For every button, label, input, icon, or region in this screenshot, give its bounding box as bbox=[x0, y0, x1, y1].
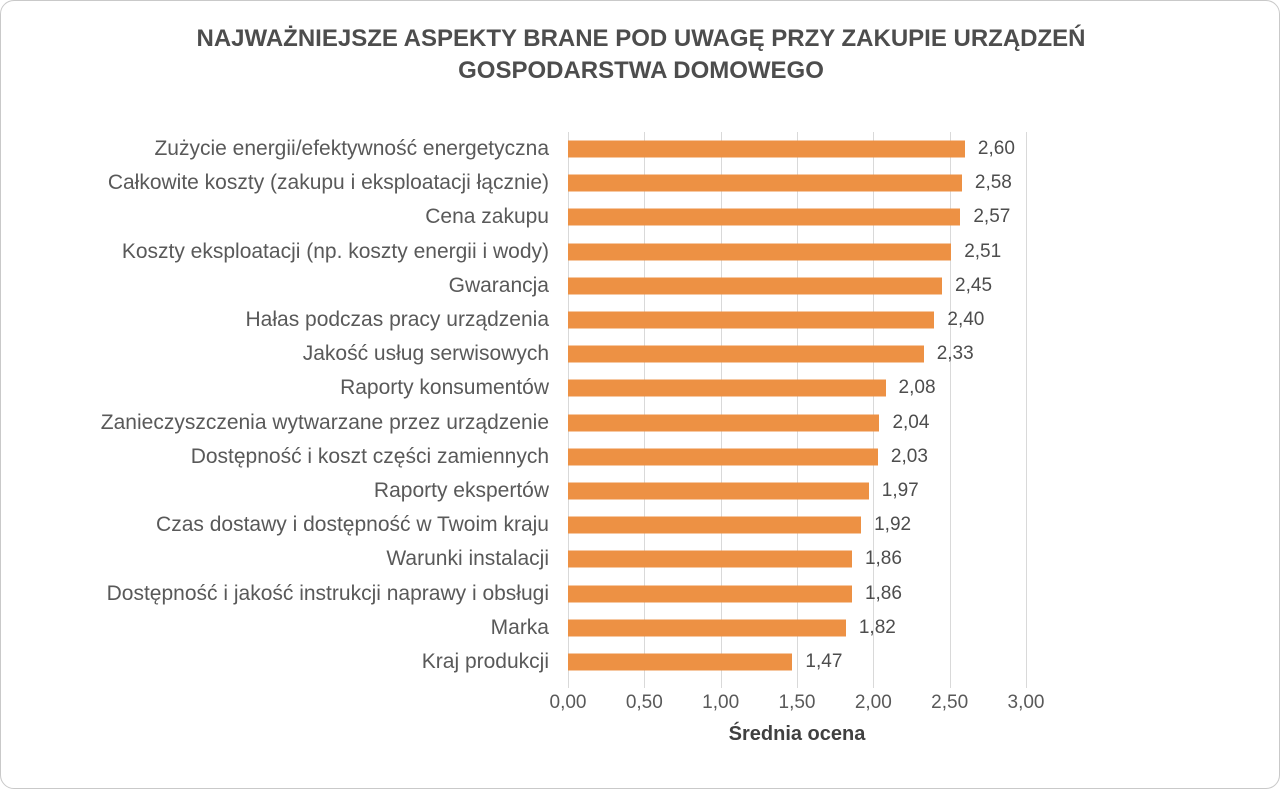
value-label: 2,45 bbox=[955, 274, 993, 296]
bar-row: Gwarancja 2,45 bbox=[1, 269, 1279, 303]
category-label: Koszty eksploatacji (np. koszty energii … bbox=[121, 239, 549, 263]
bar-row: Zanieczyszczenia wytwarzane przez urządz… bbox=[1, 406, 1279, 440]
x-axis-tick-label: 2,00 bbox=[854, 692, 892, 713]
bar-row: Warunki instalacji 1,86 bbox=[1, 542, 1279, 576]
bar bbox=[568, 653, 793, 671]
gridline bbox=[720, 132, 722, 688]
bar bbox=[568, 243, 952, 261]
bar bbox=[568, 448, 878, 466]
x-axis-tick-label: 1,50 bbox=[778, 692, 816, 713]
category-label: Dostępność i koszt części zamiennych bbox=[190, 444, 549, 468]
bar bbox=[568, 414, 880, 432]
bar bbox=[568, 140, 965, 158]
value-label: 2,03 bbox=[890, 445, 928, 467]
gridline bbox=[797, 132, 798, 688]
chart-title: NAJWAŻNIEJSZE ASPEKTY BRANE POD UWAGĘ PR… bbox=[91, 23, 1191, 88]
bar-row: Dostępność i koszt części zamiennych 2,03 bbox=[1, 440, 1279, 474]
category-label: Dostępność i jakość instrukcji naprawy i… bbox=[106, 581, 549, 605]
bar bbox=[568, 311, 935, 329]
category-label: Raporty konsumentów bbox=[340, 376, 549, 400]
category-label: Zanieczyszczenia wytwarzane przez urządz… bbox=[100, 410, 549, 434]
category-label: Całkowite koszty (zakupu i eksploatacji … bbox=[107, 171, 549, 195]
x-axis-tick-label: 0,00 bbox=[549, 692, 587, 713]
gridline bbox=[568, 132, 569, 688]
bar bbox=[568, 585, 852, 603]
category-label: Kraj produkcji bbox=[421, 650, 549, 674]
category-label: Zużycie energii/efektywność energetyczna bbox=[154, 137, 549, 161]
category-label: Cena zakupu bbox=[425, 205, 549, 229]
bar-row: Całkowite koszty (zakupu i eksploatacji … bbox=[1, 166, 1279, 200]
gridline bbox=[1026, 132, 1027, 688]
gridline bbox=[949, 132, 951, 688]
bar-row: Kraj produkcji 1,47 bbox=[1, 645, 1279, 679]
value-label: 1,82 bbox=[858, 616, 896, 638]
x-axis-tick-label: 1,00 bbox=[702, 692, 740, 713]
value-label: 2,08 bbox=[898, 377, 936, 399]
x-axis-tick-label: 2,50 bbox=[931, 692, 969, 713]
x-axis-title: Średnia ocena bbox=[728, 723, 866, 745]
bar bbox=[568, 482, 869, 500]
bar-row: Czas dostawy i dostępność w Twoim kraju 1… bbox=[1, 508, 1279, 542]
gridline bbox=[873, 132, 875, 688]
bar-row: Cena zakupu 2,57 bbox=[1, 200, 1279, 234]
bar-row: Koszty eksploatacji (np. koszty energii … bbox=[1, 235, 1279, 269]
bar bbox=[568, 208, 961, 226]
bar-row: Hałas podczas pracy urządzenia 2,40 bbox=[1, 303, 1279, 337]
category-label: Marka bbox=[490, 615, 549, 639]
value-label: 2,40 bbox=[947, 309, 985, 331]
bar bbox=[568, 619, 846, 637]
x-axis-tick-label: 0,50 bbox=[625, 692, 663, 713]
value-label: 2,57 bbox=[973, 206, 1011, 228]
bar-row: Jakość usług serwisowych 2,33 bbox=[1, 337, 1279, 371]
x-axis-tick-label: 3,00 bbox=[1007, 692, 1045, 713]
bar bbox=[568, 345, 924, 363]
value-label: 2,60 bbox=[977, 138, 1015, 160]
category-label: Jakość usług serwisowych bbox=[302, 342, 549, 366]
bar bbox=[568, 379, 886, 397]
value-label: 1,92 bbox=[874, 514, 912, 536]
category-label: Warunki instalacji bbox=[386, 547, 549, 571]
value-label: 1,86 bbox=[864, 548, 902, 570]
bar-row: Raporty ekspertów 1,97 bbox=[1, 474, 1279, 508]
bar-row: Zużycie energii/efektywność energetyczna… bbox=[1, 132, 1279, 166]
value-label: 2,04 bbox=[892, 411, 930, 433]
category-label: Hałas podczas pracy urządzenia bbox=[245, 308, 550, 332]
bar bbox=[568, 174, 962, 192]
category-label: Czas dostawy i dostępność w Twoim kraju bbox=[156, 513, 549, 537]
value-label: 2,51 bbox=[964, 240, 1002, 262]
gridline bbox=[644, 132, 646, 688]
value-label: 1,47 bbox=[805, 651, 843, 673]
bar-row: Raporty konsumentów 2,08 bbox=[1, 371, 1279, 405]
category-label: Gwarancja bbox=[448, 273, 549, 297]
bar bbox=[568, 550, 852, 568]
bar bbox=[568, 277, 943, 295]
value-label: 1,97 bbox=[881, 480, 919, 502]
bar-row: Dostępność i jakość instrukcji naprawy i… bbox=[1, 577, 1279, 611]
value-label: 2,33 bbox=[936, 343, 974, 365]
value-label: 1,86 bbox=[864, 582, 902, 604]
category-label: Raporty ekspertów bbox=[373, 479, 549, 503]
bar-row: Marka 1,82 bbox=[1, 611, 1279, 645]
value-label: 2,58 bbox=[974, 172, 1012, 194]
bar bbox=[568, 516, 862, 534]
chart-title-line-1: NAJWAŻNIEJSZE ASPEKTY BRANE POD UWAGĘ PR… bbox=[196, 25, 1086, 52]
chart-title-line-2: GOSPODARSTWA DOMOWEGO bbox=[458, 57, 824, 85]
